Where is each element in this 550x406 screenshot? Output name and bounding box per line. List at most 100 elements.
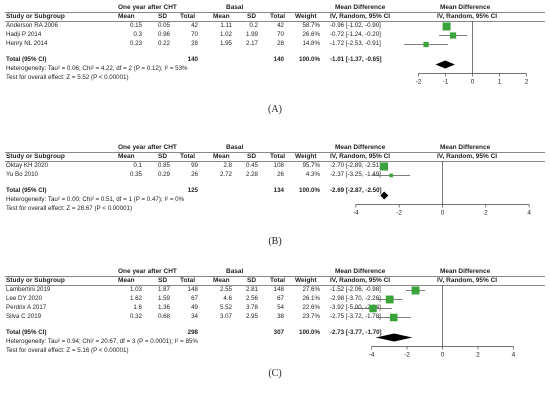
heterogeneity-text: Heterogeneity: Tau² = 0.06; Chi² = 4.22,… xyxy=(6,65,188,72)
pooled-diamond xyxy=(435,60,455,69)
total2-value: 134 xyxy=(273,187,284,194)
study-name: Silva C 2019 xyxy=(6,313,42,320)
study-weight: 26.1% xyxy=(302,295,320,302)
study-weight: 26.6% xyxy=(302,31,320,38)
study-sd2: 0.2 xyxy=(249,22,258,29)
mean2-col-header: Mean xyxy=(213,13,230,20)
overall-effect-text: Test for overall effect: Z = 5.52 (P < 0… xyxy=(6,74,129,81)
mean1-col-header: Mean xyxy=(118,277,135,284)
study-ci: -1.52 [-2.06, -0.98] xyxy=(330,286,381,293)
x-tick-label: -2 xyxy=(404,352,410,359)
study-sd1: 1.59 xyxy=(157,295,170,302)
mean2-col-header: Mean xyxy=(213,277,230,284)
study-name: Perdrix A 2017 xyxy=(6,304,47,311)
total-weight: 100.0% xyxy=(299,187,320,194)
study-total1: 34 xyxy=(191,313,198,320)
study-sd1: 0.96 xyxy=(157,31,170,38)
total-label: Total (95% CI) xyxy=(6,187,47,194)
study-point xyxy=(380,162,388,171)
plot-title: Mean Difference xyxy=(440,268,491,275)
total-label: Total (95% CI) xyxy=(6,56,47,63)
study-total1: 70 xyxy=(191,31,198,38)
total1-col-header: Total xyxy=(180,277,196,284)
total-ci: -2.69 [-2.87, -2.50] xyxy=(330,187,382,194)
mean1-col-header: Mean xyxy=(118,13,135,20)
md-header: Mean Difference xyxy=(335,268,386,275)
forest-plot-a: -2 -1 0 1 2 xyxy=(404,21,529,86)
study-sd2: 2.95 xyxy=(245,313,258,320)
weight-col-header: Weight xyxy=(295,153,317,160)
study-name: Oktay KH 2020 xyxy=(6,162,48,169)
study-ci: -2.98 [-3.70, -2.26] xyxy=(330,295,381,302)
study-mean1: 0.23 xyxy=(129,40,142,47)
study-name: Anderson RA 2006 xyxy=(6,22,58,29)
study-name: Lambertini 2019 xyxy=(6,286,51,293)
study-point xyxy=(389,173,393,178)
group1-header: One year after CHT xyxy=(118,4,177,11)
study-total1: 148 xyxy=(187,286,198,293)
total1-value: 140 xyxy=(187,56,198,63)
pooled-diamond xyxy=(375,333,413,342)
study-total2: 42 xyxy=(277,22,284,29)
study-sd1: 0.22 xyxy=(157,40,170,47)
plot-title: Mean Difference xyxy=(440,144,491,151)
study-sd1: 1.36 xyxy=(157,304,170,311)
x-tick-label: 4 xyxy=(527,210,531,217)
study-mean1: 0.15 xyxy=(129,22,142,29)
x-tick-label: 2 xyxy=(476,352,480,359)
study-total2: 38 xyxy=(277,313,284,320)
study-point xyxy=(442,22,451,31)
x-tick-label: 2 xyxy=(484,210,488,217)
sd2-col-header: SD xyxy=(247,153,257,160)
study-total2: 26 xyxy=(277,171,284,178)
plot-title: Mean Difference xyxy=(440,4,491,11)
x-tick-label: 0 xyxy=(441,352,445,359)
group1-header: One year after CHT xyxy=(118,144,177,151)
study-sd1: 0.05 xyxy=(157,22,170,29)
study-sd2: 0.45 xyxy=(245,162,258,169)
total-ci: -1.01 [-1.37, -0.65] xyxy=(330,56,382,63)
study-total2: 28 xyxy=(277,40,284,47)
md-header: Mean Difference xyxy=(335,144,386,151)
total-weight: 100.0% xyxy=(299,329,320,336)
plot-subtitle: IV, Random, 95% CI xyxy=(437,277,498,284)
study-point xyxy=(369,304,377,313)
study-ci: -0.72 [-1.24, -0.20] xyxy=(330,31,381,38)
study-name: Henry NL 2014 xyxy=(6,40,48,47)
study-sd1: 0.29 xyxy=(157,171,170,178)
heterogeneity-text: Heterogeneity: Tau² = 0.94; Chi² = 20.67… xyxy=(6,338,198,345)
study-mean2: 2.55 xyxy=(219,286,232,293)
x-tick-label: -4 xyxy=(369,352,375,359)
study-mean1: 0.1 xyxy=(133,162,142,169)
panel-caption: (A) xyxy=(268,104,282,115)
study-mean2: 1.95 xyxy=(219,40,232,47)
total1-value: 298 xyxy=(187,329,198,336)
study-ci: -2.37 [-3.25, -1.49] xyxy=(330,171,381,178)
heterogeneity-text: Heterogeneity: Tau² = 0.00; Chi² = 0.51,… xyxy=(6,196,185,203)
group2-header: Basal xyxy=(226,144,244,151)
study-sd2: 1.99 xyxy=(245,31,258,38)
x-tick-label: -1 xyxy=(443,79,449,86)
study-mean1: 0.3 xyxy=(133,31,142,38)
x-tick-label: -4 xyxy=(353,210,359,217)
x-tick-label: 2 xyxy=(525,79,529,86)
total-label: Total (95% CI) xyxy=(6,329,47,336)
sd2-col-header: SD xyxy=(247,13,257,20)
group2-header: Basal xyxy=(226,268,244,275)
overall-effect-text: Test for overall effect: Z = 5.16 (P < 0… xyxy=(6,347,129,354)
study-mean2: 3.07 xyxy=(219,313,232,320)
study-total2: 54 xyxy=(277,304,284,311)
mean1-col-header: Mean xyxy=(118,153,135,160)
total2-col-header: Total xyxy=(270,13,286,20)
forest-plot-b: -4 -2 0 2 4 xyxy=(353,161,531,217)
total1-col-header: Total xyxy=(180,13,196,20)
study-ci: -0.96 [-1.02, -0.90] xyxy=(330,22,381,29)
panel-caption: (B) xyxy=(268,236,282,247)
study-mean1: 1.03 xyxy=(129,286,142,293)
study-mean2: 4.6 xyxy=(223,295,232,302)
total-ci: -2.73 [-3.77, -1.70] xyxy=(330,329,382,336)
study-ci: -1.72 [-2.53, -0.91] xyxy=(330,40,381,47)
study-total1: 26 xyxy=(191,171,198,178)
pooled-diamond xyxy=(380,191,389,200)
study-mean2: 5.52 xyxy=(219,304,232,311)
